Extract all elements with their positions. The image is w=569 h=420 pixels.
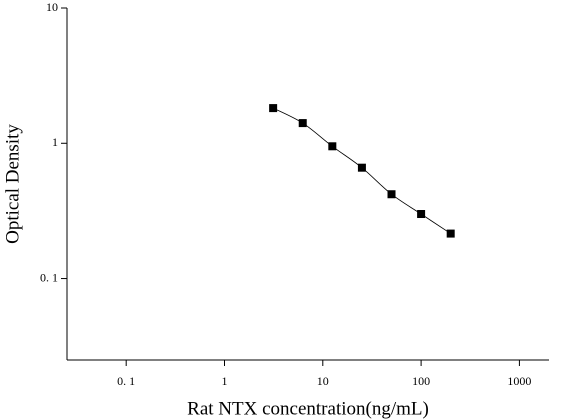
y-tick-label: 1	[52, 135, 58, 149]
data-point	[417, 210, 426, 219]
x-tick-label: 0. 1	[117, 374, 135, 388]
data-point	[269, 104, 278, 113]
x-tick-label: 100	[412, 374, 430, 388]
data-point	[446, 229, 455, 238]
y-tick-label: 0. 1	[40, 270, 58, 284]
data-point	[387, 190, 396, 199]
x-tick-label: 10	[317, 374, 329, 388]
x-axis-title: Rat NTX concentration(ng/mL)	[187, 398, 429, 419]
x-tick-label: 1000	[507, 374, 531, 388]
y-tick-label: 10	[46, 0, 58, 14]
data-point	[357, 163, 366, 172]
y-axis-title: Optical Density	[2, 124, 23, 244]
x-tick-label: 1	[221, 374, 227, 388]
data-point	[328, 142, 337, 151]
data-point	[298, 119, 307, 128]
